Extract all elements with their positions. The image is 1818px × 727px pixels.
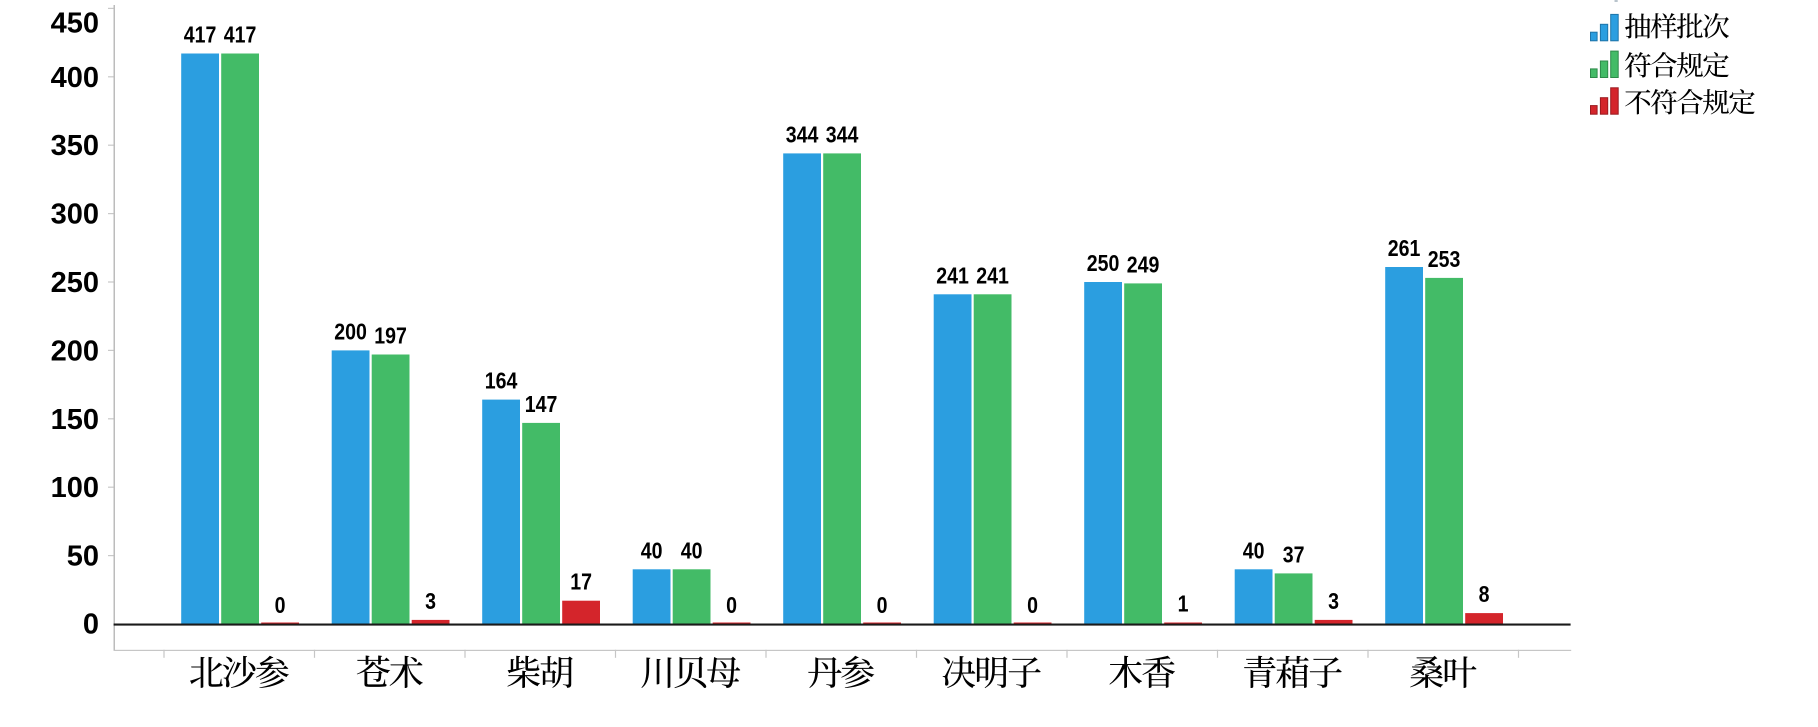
svg-text:241: 241 bbox=[976, 263, 1009, 289]
svg-text:8: 8 bbox=[1479, 582, 1490, 608]
svg-text:249: 249 bbox=[1127, 252, 1160, 278]
svg-text:0: 0 bbox=[726, 593, 737, 619]
svg-text:40: 40 bbox=[641, 538, 663, 564]
svg-text:40: 40 bbox=[1243, 538, 1265, 564]
svg-text:150: 150 bbox=[51, 404, 99, 436]
svg-text:253: 253 bbox=[1428, 246, 1461, 272]
svg-text:17: 17 bbox=[570, 569, 592, 595]
svg-text:344: 344 bbox=[826, 122, 859, 148]
svg-text:300: 300 bbox=[51, 199, 99, 231]
svg-text:0: 0 bbox=[275, 593, 286, 619]
svg-text:50: 50 bbox=[67, 541, 99, 573]
svg-text:261: 261 bbox=[1388, 236, 1421, 262]
svg-text:400: 400 bbox=[51, 62, 99, 94]
svg-text:0: 0 bbox=[877, 593, 888, 619]
svg-text:417: 417 bbox=[184, 22, 217, 48]
svg-text:250: 250 bbox=[51, 267, 99, 299]
svg-text:164: 164 bbox=[485, 368, 518, 394]
svg-text:417: 417 bbox=[224, 22, 257, 48]
svg-text:100: 100 bbox=[51, 472, 99, 504]
svg-text:37: 37 bbox=[1283, 542, 1305, 568]
svg-text:241: 241 bbox=[936, 263, 969, 289]
svg-text:0: 0 bbox=[83, 608, 99, 640]
svg-text:3: 3 bbox=[425, 588, 436, 614]
svg-text:197: 197 bbox=[374, 323, 407, 349]
svg-text:250: 250 bbox=[1087, 251, 1120, 277]
svg-text:344: 344 bbox=[786, 122, 819, 148]
svg-text:1: 1 bbox=[1178, 591, 1189, 617]
svg-text:450: 450 bbox=[51, 8, 99, 40]
svg-text:350: 350 bbox=[51, 130, 99, 162]
svg-text:3: 3 bbox=[1328, 588, 1339, 614]
svg-text:200: 200 bbox=[334, 319, 367, 345]
svg-text:147: 147 bbox=[525, 391, 558, 417]
svg-text:0: 0 bbox=[1027, 593, 1038, 619]
svg-text:40: 40 bbox=[681, 538, 703, 564]
svg-text:200: 200 bbox=[51, 335, 99, 367]
